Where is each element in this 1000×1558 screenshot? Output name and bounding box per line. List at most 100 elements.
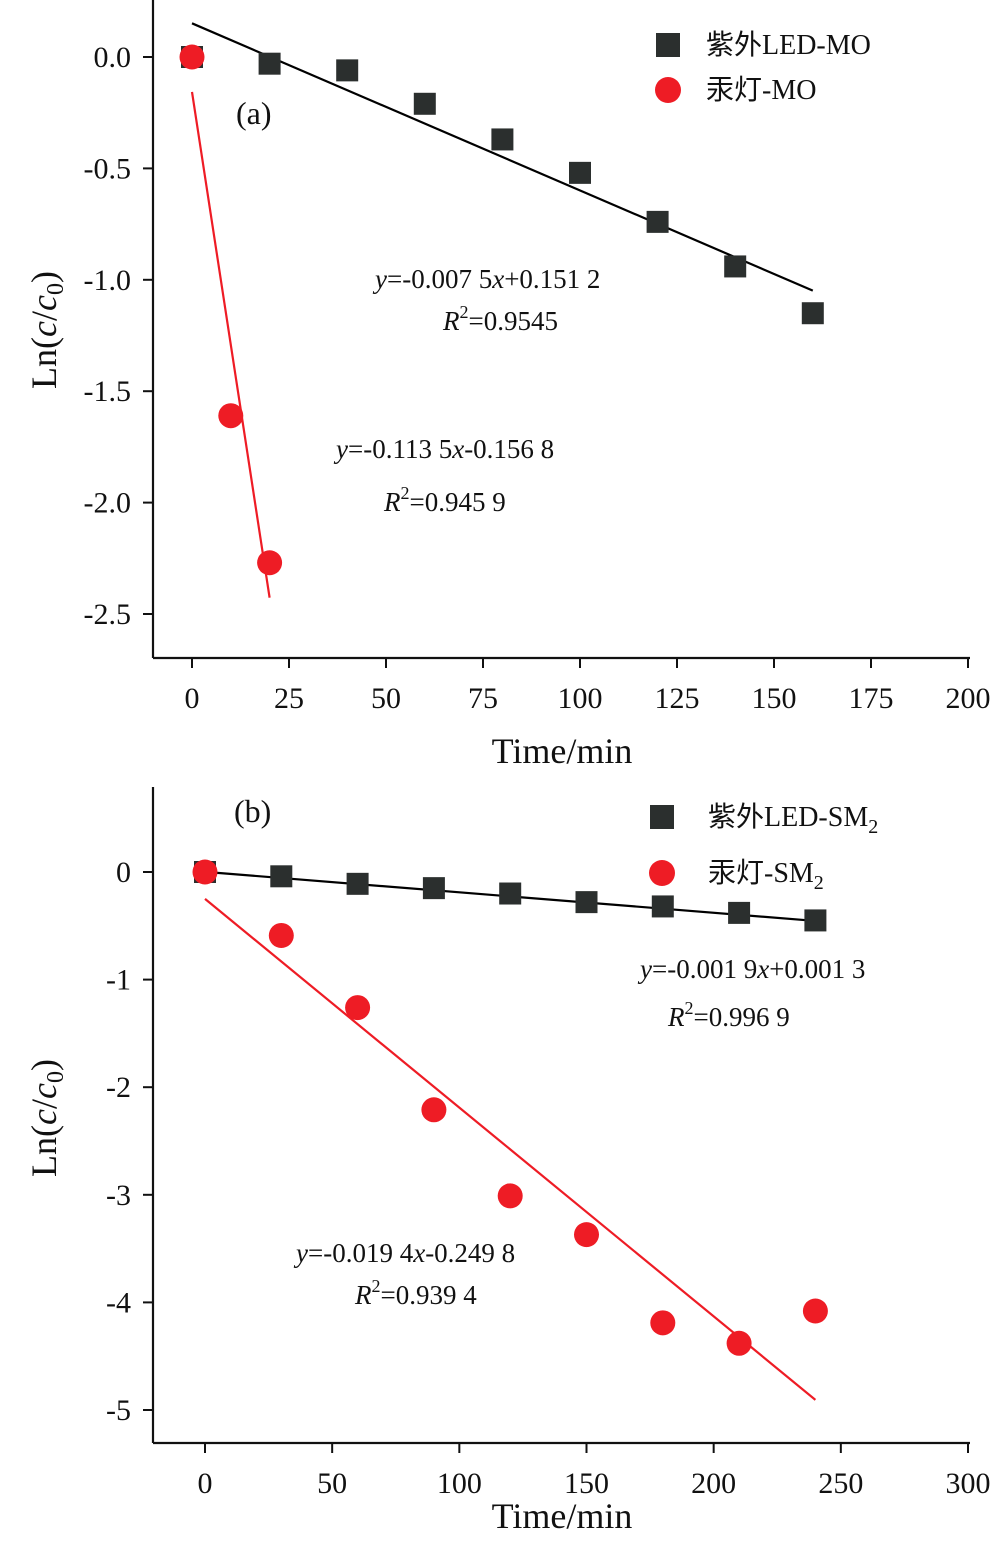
legend-label: 汞灯-MO [706,74,816,106]
data-point-square [651,895,674,918]
fit-equation-part: -0.156 8 [464,434,554,464]
y-axis-title: Ln(c/c0) [24,271,69,389]
y-tick-label: -2 [106,1071,131,1104]
y-tick-label: 0 [116,856,131,889]
x-tick-label: 150 [564,1467,609,1500]
fit-r-squared: R2=0.996 9 [667,998,790,1032]
x-tick-label: 300 [946,1467,991,1500]
fit-line [191,22,814,292]
fit-equation-part: y [333,434,348,464]
fit-equation-part: =-0.113 5 [348,434,452,464]
data-point-circle [726,1330,752,1356]
data-point-square [575,891,598,914]
x-tick-label: 150 [752,682,797,715]
y-axis-title-part: c [24,1083,64,1099]
fit-equation-part: x [756,954,769,984]
y-axis-title-part: c [24,1109,64,1125]
fit-r-squared-part: R [442,306,460,336]
fit-equation-part: =-0.007 5 [387,264,492,294]
fit-equation-part: +0.151 2 [504,264,600,294]
y-axis-title-part: / [24,1099,64,1109]
fit-r-squared-superscript: 2 [372,1276,381,1296]
data-point-square [804,909,827,932]
fit-equation-part: x [412,1238,425,1268]
data-point-circle [421,1097,447,1123]
x-tick-label: 250 [818,1467,863,1500]
legend-label: 紫外LED-MO [706,29,871,61]
x-tick-label: 100 [437,1467,482,1500]
legend-label-subscript: 2 [868,816,878,838]
x-axis-title: Time/min [492,731,633,771]
y-axis-title-part: c [24,321,64,337]
x-tick-label: 100 [558,682,603,715]
y-tick-label: -4 [106,1286,131,1319]
data-point-square [646,210,669,233]
y-tick-label: 0.0 [94,41,132,74]
fit-r-squared: R2=0.945 9 [383,483,506,517]
x-tick-label: 25 [274,682,304,715]
fit-r-squared-part: =0.9545 [469,306,558,336]
legend-marker-circle [649,860,675,886]
data-point-square [346,872,369,895]
fit-equation-part: -0.249 8 [425,1238,515,1268]
legend-marker-square [650,805,674,829]
y-axis-title-part: ) [24,1059,64,1071]
x-tick-label: 50 [317,1467,347,1500]
fit-equation-part: x [491,264,504,294]
x-tick-label: 75 [468,682,498,715]
fit-r-squared-part: R [354,1280,372,1310]
x-tick-label: 200 [691,1467,736,1500]
fit-r-squared-part: R [667,1002,685,1032]
panel-a: 0 25 50 75 100 125 150 175 200 0.0 -0.5 -1.0 -1.5 -2.… [24,0,991,771]
y-tick-label: -1.0 [84,264,132,297]
data-point-circle [574,1222,599,1248]
fit-equation-part: y [637,954,652,984]
fit-line [190,91,271,598]
data-point-circle [497,1183,523,1209]
fit-equation-part: +0.001 3 [769,954,865,984]
x-tick-label: 0 [198,1467,213,1500]
data-point-square [569,161,591,184]
x-tick-label: 200 [946,682,991,715]
data-point-square [499,882,522,905]
y-tick-label: -1 [106,964,131,997]
fit-r-squared: R2=0.9545 [442,302,558,336]
x-axis-title: Time/min [492,1496,633,1536]
data-point-square [801,302,824,325]
legend-label-text: 汞灯-MO [706,74,816,106]
x-tick-label: 0 [185,682,200,715]
y-axis-title-subscript: 0 [43,1071,69,1083]
data-point-square [270,865,293,888]
fit-r-squared-superscript: 2 [460,302,469,322]
fit-equation-part: =-0.001 9 [652,954,757,984]
fit-equation-part: =-0.019 4 [308,1238,414,1268]
x-tick-label: 50 [371,682,401,715]
y-tick-label: -3 [106,1179,131,1212]
data-point-square [491,128,514,151]
data-point-square [422,877,445,900]
fit-r-squared-part: =0.996 9 [694,1002,790,1032]
fit-equation-part: y [372,264,387,294]
legend-label: 汞灯-SM2 [708,857,824,894]
data-point-circle [650,1310,676,1336]
y-axis-title-part: c [24,295,64,311]
fit-r-squared-part: R [383,487,401,517]
panel-label: (b) [234,793,271,829]
panel-b: 0 50 100 150 200 250 300 0 -1 -2 -3 -4 -5 Time/min Ln(… [24,787,991,1536]
y-axis-title: Ln(c/c0) [24,1059,69,1177]
y-axis-title-part: / [24,311,64,321]
fit-equation: y=-0.019 4x-0.249 8 [293,1238,515,1268]
fit-r-squared: R2=0.939 4 [354,1276,477,1310]
legend-label: 紫外LED-SM2 [708,801,878,838]
y-axis-title-part: Ln( [24,1125,64,1177]
legend-label-text: 紫外LED-SM [708,801,868,833]
fit-r-squared-superscript: 2 [685,998,694,1018]
legend-label-subscript: 2 [814,872,824,894]
data-point-circle [345,995,371,1021]
y-tick-label: -2.5 [84,598,132,631]
legend-label-text: 紫外LED-MO [706,29,871,61]
data-point-square [258,52,281,75]
legend-marker-circle [655,77,681,103]
legend-marker-square [656,33,680,57]
